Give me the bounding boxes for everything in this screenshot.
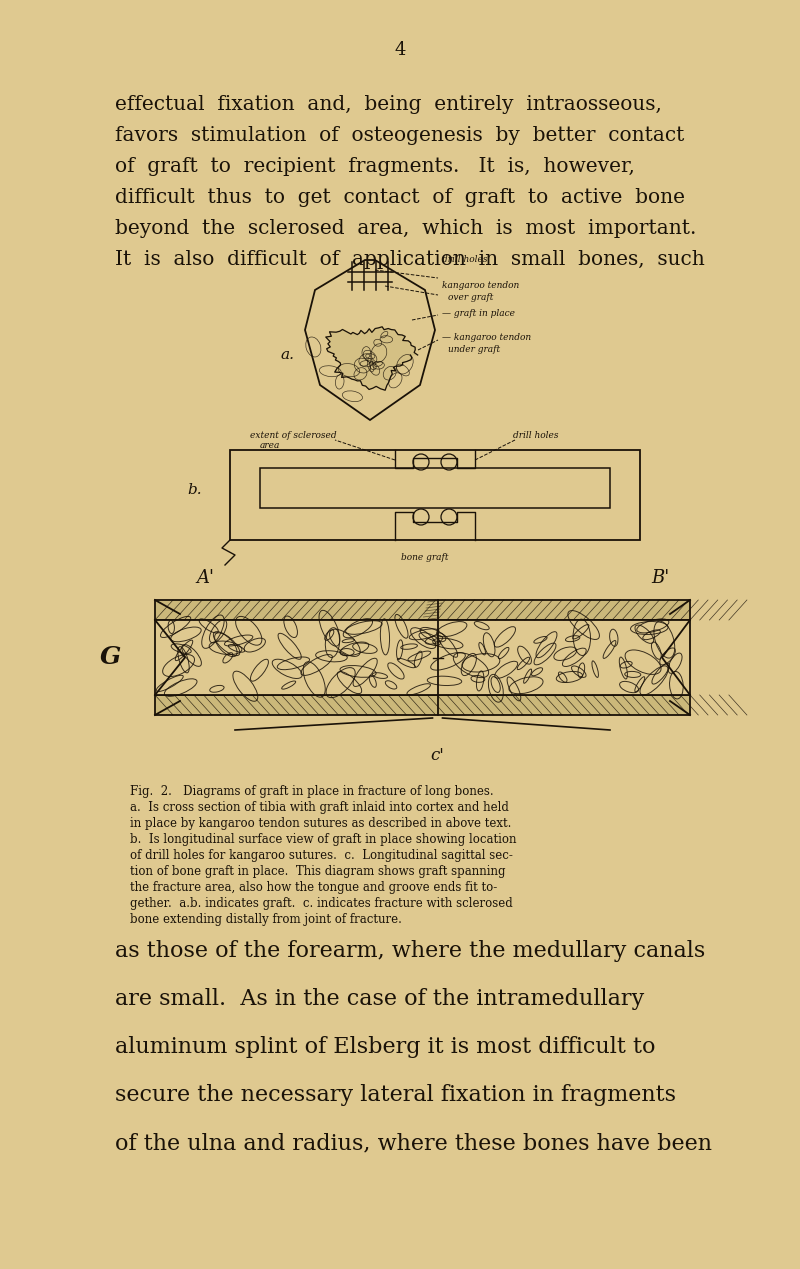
Text: — graft in place: — graft in place [442, 308, 515, 317]
Text: are small.  As in the case of the intramedullary: are small. As in the case of the intrame… [115, 989, 644, 1010]
Text: G: G [99, 646, 121, 670]
Text: in place by kangaroo tendon sutures as described in above text.: in place by kangaroo tendon sutures as d… [130, 817, 511, 830]
Polygon shape [326, 327, 418, 391]
Text: — kangaroo tendon: — kangaroo tendon [442, 332, 531, 341]
Bar [155, 600, 690, 621]
Text: drill holes: drill holes [513, 430, 558, 439]
Text: favors  stimulation  of  osteogenesis  by  better  contact: favors stimulation of osteogenesis by be… [115, 126, 684, 145]
Text: beyond  the  sclerosed  area,  which  is  most  important.: beyond the sclerosed area, which is most… [115, 220, 696, 239]
Text: of drill holes for kangaroo sutures.  c.  Longitudinal sagittal sec-: of drill holes for kangaroo sutures. c. … [130, 849, 513, 862]
Text: as those of the forearm, where the medullary canals: as those of the forearm, where the medul… [115, 940, 706, 962]
Text: over graft: over graft [448, 292, 494, 302]
Text: secure the necessary lateral fixation in fragments: secure the necessary lateral fixation in… [115, 1084, 676, 1107]
Text: 4: 4 [394, 41, 406, 58]
Text: the fracture area, also how the tongue and groove ends fit to-: the fracture area, also how the tongue a… [130, 881, 498, 893]
Text: A': A' [196, 569, 214, 588]
Text: It  is  also  difficult  of  application  in  small  bones,  such: It is also difficult of application in s… [115, 250, 705, 269]
Bar [230, 450, 640, 541]
Bar [155, 621, 690, 695]
Text: b.  Is longitudinal surface view of graft in place showing location: b. Is longitudinal surface view of graft… [130, 832, 517, 846]
Text: extent of sclerosed: extent of sclerosed [250, 430, 337, 439]
Text: a.  Is cross section of tibia with graft inlaid into cortex and held: a. Is cross section of tibia with graft … [130, 801, 509, 813]
Text: kangaroo tendon: kangaroo tendon [442, 280, 519, 289]
Text: area: area [260, 442, 280, 450]
Text: tion of bone graft in place.  This diagram shows graft spanning: tion of bone graft in place. This diagra… [130, 865, 506, 878]
Text: of  graft  to  recipient  fragments.   It  is,  however,: of graft to recipient fragments. It is, … [115, 157, 635, 176]
Text: a.: a. [280, 348, 294, 362]
Text: under graft: under graft [448, 345, 500, 354]
Bar [260, 468, 610, 508]
Text: gether.  a.b. indicates graft.  c. indicates fracture with sclerosed: gether. a.b. indicates graft. c. indicat… [130, 897, 513, 910]
Text: B': B' [651, 569, 669, 588]
Text: of the ulna and radius, where these bones have been: of the ulna and radius, where these bone… [115, 1132, 712, 1154]
Bar [155, 695, 690, 714]
Text: effectual  fixation  and,  being  entirely  intraosseous,: effectual fixation and, being entirely i… [115, 95, 662, 114]
Text: drill holes: drill holes [442, 255, 487, 264]
Text: c': c' [430, 746, 445, 764]
Text: Fig.  2.   Diagrams of graft in place in fracture of long bones.: Fig. 2. Diagrams of graft in place in fr… [130, 786, 494, 798]
Text: aluminum splint of Elsberg it is most difficult to: aluminum splint of Elsberg it is most di… [115, 1036, 655, 1058]
Text: bone graft: bone graft [402, 553, 449, 562]
Text: b.: b. [187, 483, 202, 497]
Text: bone extending distally from joint of fracture.: bone extending distally from joint of fr… [130, 912, 402, 926]
Text: difficult  thus  to  get  contact  of  graft  to  active  bone: difficult thus to get contact of graft t… [115, 188, 685, 207]
